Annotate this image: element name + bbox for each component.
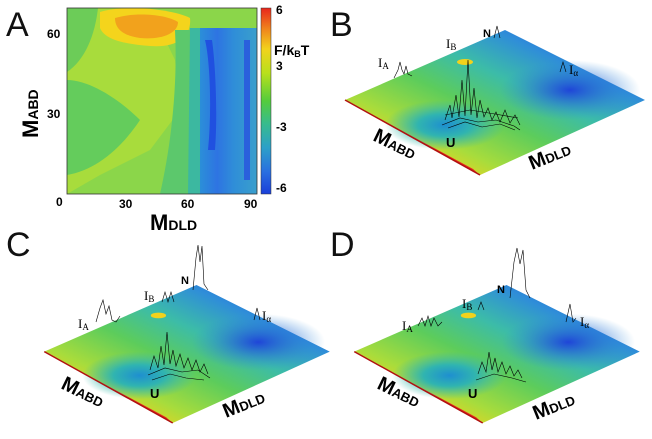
label-n-c: N: [181, 275, 189, 287]
label-ia-c-sub: A: [82, 322, 89, 332]
colorbar-title-sub: B: [294, 49, 301, 59]
label-u-b: U: [446, 135, 455, 150]
contour-region-deep-blue: [205, 40, 217, 150]
x-axis-title-sub: DLD: [168, 217, 197, 233]
label-ib-c-sub: B: [148, 294, 154, 304]
surface-c: U N IA IB Iα MABD MDLD: [43, 244, 331, 424]
x-tick-30: 30: [119, 197, 133, 211]
label-ib-d-main: I: [462, 296, 466, 311]
ialpha-peak-c: [253, 307, 261, 321]
colorbar-tick-minus6: -6: [276, 181, 287, 195]
label-n-b: N: [483, 28, 491, 40]
y-tick-60: 60: [47, 27, 61, 41]
panel-label-a: A: [6, 6, 29, 44]
colorbar-tick-3: 3: [276, 59, 283, 73]
label-ia-b-main: I: [378, 55, 382, 70]
label-u-d: U: [468, 386, 477, 401]
label-n-d: N: [497, 284, 505, 296]
label-ia-b: IA: [378, 55, 389, 71]
surface-d: U N IA IB Iα MABD MDLD: [353, 247, 641, 425]
label-ia-c: IA: [78, 316, 89, 332]
label-ia-b-sub: A: [382, 61, 389, 71]
label-ialpha-b-main: I: [569, 62, 573, 77]
label-mdld-b-sub: DLD: [543, 143, 573, 167]
label-ialpha-c-main: I: [262, 308, 266, 323]
n-peak-c: [192, 244, 209, 291]
panel-label-c: C: [6, 226, 31, 264]
contour-region-left: [67, 80, 140, 175]
label-ialpha-d-main: I: [580, 314, 584, 329]
panel-label-b: B: [330, 6, 353, 44]
ia-peak-d: [417, 314, 443, 327]
contour-region-upper-left: [67, 8, 98, 72]
colorbar-tick-6: 6: [276, 3, 283, 17]
surface-b: U N IA IB Iα MABD MDLD: [344, 25, 646, 176]
label-mdld-c-main: M: [220, 396, 244, 423]
ib-peak-c: [161, 290, 175, 304]
n-peak-d: [509, 247, 531, 299]
label-ialpha-b-sub: α: [573, 68, 578, 78]
y-axis-title: MABD: [18, 89, 43, 138]
u-peak-wireframe-b: [441, 59, 521, 131]
ib-peak-d: [477, 301, 485, 311]
ia-peak-c: [95, 298, 121, 323]
label-ia-d: IA: [402, 318, 413, 334]
label-u-c: U: [150, 386, 159, 401]
x-tick-60: 60: [181, 197, 195, 211]
colorbar-title: F/kBT: [274, 42, 310, 59]
label-ia-c-main: I: [78, 316, 82, 331]
contour-region-orange: [115, 14, 178, 39]
ialpha-peak-b: [559, 60, 567, 73]
label-mdld-b-main: M: [526, 148, 550, 175]
n-peak-b: [493, 25, 501, 39]
label-ialpha-c: Iα: [262, 308, 271, 324]
u-peak-wireframe-c: [147, 331, 211, 381]
label-ialpha-c-sub: α: [266, 314, 271, 324]
label-ib-b: IB: [446, 36, 456, 52]
contour-region-deep-blue-right: [244, 40, 250, 180]
label-ib-c: IB: [144, 288, 154, 304]
contour-frame: [66, 7, 258, 195]
x-axis-title: MDLD: [150, 210, 197, 235]
panel-label-d: D: [330, 226, 355, 264]
colorbar-title-tail: T: [301, 42, 310, 58]
x-axis-title-main: M: [150, 210, 168, 235]
ialpha-peak-d: [565, 303, 577, 323]
label-ib-d: IB: [462, 296, 472, 312]
colorbar-title-main: F/k: [274, 42, 294, 58]
colorbar: [260, 7, 272, 195]
colorbar-tick-minus3: -3: [276, 120, 287, 134]
y-axis-title-sub: ABD: [25, 89, 41, 119]
label-mdld-d: MDLD: [530, 388, 578, 425]
label-ia-d-main: I: [402, 318, 406, 333]
x-tick-0: 0: [56, 195, 63, 209]
y-tick-30: 30: [47, 107, 61, 121]
x-tick-90: 90: [244, 197, 258, 211]
contour-map: [66, 7, 258, 195]
label-mdld-d-main: M: [530, 398, 554, 425]
label-ib-b-main: I: [446, 36, 450, 51]
label-ialpha-b: Iα: [569, 62, 578, 78]
label-mdld-c-sub: DLD: [237, 391, 267, 415]
label-ib-d-sub: B: [466, 302, 472, 312]
label-ialpha-d-sub: α: [584, 320, 589, 330]
label-ialpha-d: Iα: [580, 314, 589, 330]
ia-peak-b: [393, 61, 413, 79]
label-mdld-d-sub: DLD: [547, 393, 577, 417]
y-axis-title-main: M: [18, 120, 43, 138]
label-ia-d-sub: A: [406, 324, 413, 334]
u-peak-wireframe-d: [475, 351, 527, 383]
label-ib-b-sub: B: [450, 42, 456, 52]
label-ib-c-main: I: [144, 288, 148, 303]
